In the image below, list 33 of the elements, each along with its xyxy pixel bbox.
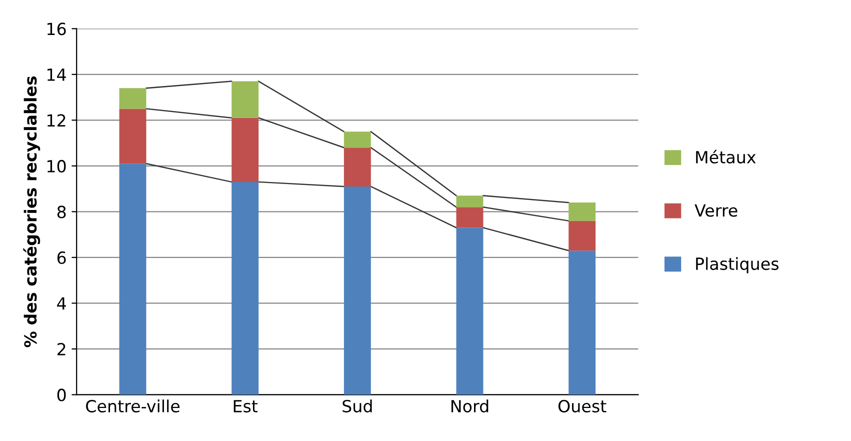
bar [568,250,596,395]
y-tick-label: 10 [47,160,66,172]
bar [568,220,596,251]
bar [119,88,146,109]
bar [456,196,484,208]
legend-label: Métaux [696,150,756,164]
legend-label: Verre [694,204,738,217]
x-tick-label: Nord [451,400,488,412]
bar [119,164,146,395]
y-tick-label: 14 [47,68,66,81]
x-tick-label: Centre-ville [86,400,180,412]
y-tick-label: 2 [57,342,66,356]
bar [568,202,596,221]
x-tick-label: Est [234,400,258,412]
bar [344,186,371,395]
bar [119,108,146,164]
bar [232,182,259,395]
bar [232,81,259,118]
bar [344,132,371,148]
bar [456,228,484,395]
x-tick-label: Ouest [558,400,606,412]
y-tick-label: 4 [57,297,66,310]
x-tick-label: Sud [342,400,372,412]
y-tick-label: 6 [57,251,66,264]
y-tick-label: 8 [57,206,66,218]
y-axis-title: % des catégories recyclables [23,76,40,348]
y-tick-label: 0 [57,388,66,402]
bar [232,118,259,182]
bar [344,148,371,187]
bar [456,207,484,228]
y-tick-label: 16 [47,22,66,36]
legend-label: Plastiques [696,257,778,274]
y-tick-label: 12 [47,114,66,127]
